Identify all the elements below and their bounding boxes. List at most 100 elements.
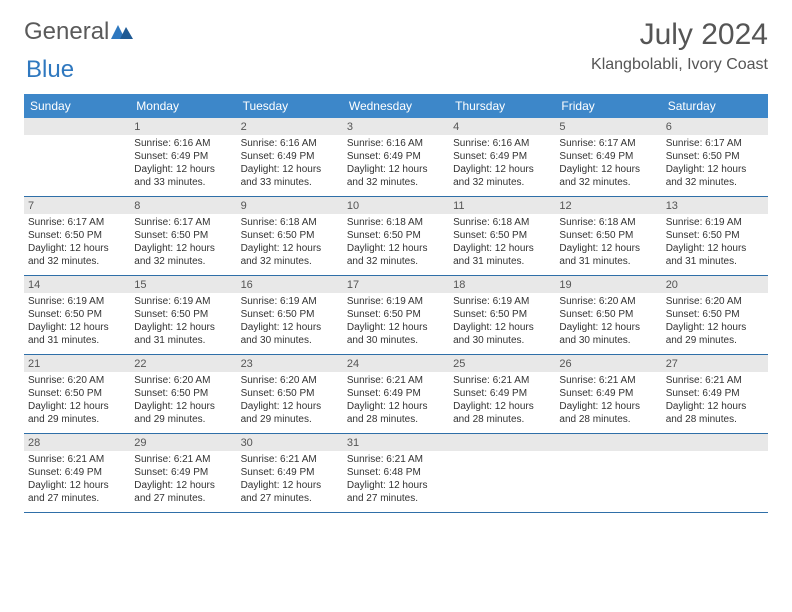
sunset-text: Sunset: 6:50 PM <box>666 150 764 163</box>
calendar-cell <box>449 434 555 512</box>
sunset-text: Sunset: 6:50 PM <box>453 308 551 321</box>
calendar-header-row: Sunday Monday Tuesday Wednesday Thursday… <box>24 94 768 118</box>
sunrise-text: Sunrise: 6:21 AM <box>453 374 551 387</box>
calendar-row: 28Sunrise: 6:21 AMSunset: 6:49 PMDayligh… <box>24 434 768 513</box>
day-number: 27 <box>662 355 768 372</box>
daylight-text: Daylight: 12 hours and 30 minutes. <box>241 321 339 347</box>
daylight-text: Daylight: 12 hours and 32 minutes. <box>241 242 339 268</box>
sunset-text: Sunset: 6:50 PM <box>241 308 339 321</box>
calendar-body: 1Sunrise: 6:16 AMSunset: 6:49 PMDaylight… <box>24 118 768 513</box>
day-number: 1 <box>130 118 236 135</box>
sunrise-text: Sunrise: 6:21 AM <box>347 374 445 387</box>
daylight-text: Daylight: 12 hours and 29 minutes. <box>134 400 232 426</box>
calendar-cell: 28Sunrise: 6:21 AMSunset: 6:49 PMDayligh… <box>24 434 130 512</box>
col-sunday: Sunday <box>24 94 130 118</box>
calendar-row: 7Sunrise: 6:17 AMSunset: 6:50 PMDaylight… <box>24 197 768 276</box>
calendar-cell: 2Sunrise: 6:16 AMSunset: 6:49 PMDaylight… <box>237 118 343 196</box>
calendar-cell: 30 Sunrise: 6:21 AMSunset: 6:49 PMDayligh… <box>237 434 343 512</box>
col-saturday: Saturday <box>662 94 768 118</box>
calendar-cell: 10Sunrise: 6:18 AMSunset: 6:50 PMDayligh… <box>343 197 449 275</box>
calendar-page: General July 2024 Klangbolabli, Ivory Co… <box>0 0 792 523</box>
daylight-text: Daylight: 12 hours and 30 minutes. <box>453 321 551 347</box>
calendar-cell: 27Sunrise: 6:21 AMSunset: 6:49 PMDayligh… <box>662 355 768 433</box>
sunset-text: Sunset: 6:50 PM <box>559 229 657 242</box>
day-number: 10 <box>343 197 449 214</box>
sunset-text: Sunset: 6:49 PM <box>241 466 339 479</box>
daylight-text: Daylight: 12 hours and 27 minutes. <box>28 479 126 505</box>
calendar-cell: 29Sunrise: 6:21 AMSunset: 6:49 PMDayligh… <box>130 434 236 512</box>
sunrise-text: Sunrise: 6:18 AM <box>453 216 551 229</box>
sunrise-text: Sunrise: 6:17 AM <box>666 137 764 150</box>
calendar-cell: 22Sunrise: 6:20 AMSunset: 6:50 PMDayligh… <box>130 355 236 433</box>
sunrise-text: Sunrise: 6:21 AM <box>28 453 126 466</box>
calendar-cell: 15Sunrise: 6:19 AMSunset: 6:50 PMDayligh… <box>130 276 236 354</box>
daylight-text: Daylight: 12 hours and 27 minutes. <box>347 479 445 505</box>
day-number: 21 <box>24 355 130 372</box>
sunrise-text: Sunrise: 6:16 AM <box>134 137 232 150</box>
day-number: 24 <box>343 355 449 372</box>
calendar-row: 1Sunrise: 6:16 AMSunset: 6:49 PMDaylight… <box>24 118 768 197</box>
calendar-cell <box>662 434 768 512</box>
sunset-text: Sunset: 6:50 PM <box>453 229 551 242</box>
day-number: 6 <box>662 118 768 135</box>
sunset-text: Sunset: 6:49 PM <box>453 387 551 400</box>
calendar-cell: 6 Sunrise: 6:17 AMSunset: 6:50 PMDaylight… <box>662 118 768 196</box>
brand-logo: General <box>24 18 133 46</box>
daylight-text: Daylight: 12 hours and 32 minutes. <box>453 163 551 189</box>
sunrise-text: Sunrise: 6:17 AM <box>559 137 657 150</box>
sunset-text: Sunset: 6:50 PM <box>666 308 764 321</box>
sunrise-text: Sunrise: 6:19 AM <box>666 216 764 229</box>
day-number: 11 <box>449 197 555 214</box>
calendar-cell: 24 Sunrise: 6:21 AMSunset: 6:49 PMDayligh… <box>343 355 449 433</box>
day-number: 17 <box>343 276 449 293</box>
day-number: 7 <box>24 197 130 214</box>
day-number: 12 <box>555 197 661 214</box>
calendar-cell <box>24 118 130 196</box>
sunrise-text: Sunrise: 6:18 AM <box>241 216 339 229</box>
daylight-text: Daylight: 12 hours and 32 minutes. <box>559 163 657 189</box>
daylight-text: Daylight: 12 hours and 33 minutes. <box>134 163 232 189</box>
calendar-cell: 25Sunrise: 6:21 AMSunset: 6:49 PMDayligh… <box>449 355 555 433</box>
sunset-text: Sunset: 6:49 PM <box>347 150 445 163</box>
sunset-text: Sunset: 6:49 PM <box>347 387 445 400</box>
calendar-cell: 14Sunrise: 6:19 AMSunset: 6:50 PMDayligh… <box>24 276 130 354</box>
day-number: 30 <box>237 434 343 451</box>
sunset-text: Sunset: 6:50 PM <box>134 308 232 321</box>
calendar-cell: 26Sunrise: 6:21 AMSunset: 6:49 PMDayligh… <box>555 355 661 433</box>
sunset-text: Sunset: 6:49 PM <box>241 150 339 163</box>
calendar-row: 14Sunrise: 6:19 AMSunset: 6:50 PMDayligh… <box>24 276 768 355</box>
sunrise-text: Sunrise: 6:21 AM <box>241 453 339 466</box>
sunrise-text: Sunrise: 6:16 AM <box>453 137 551 150</box>
col-thursday: Thursday <box>449 94 555 118</box>
calendar-row: 21Sunrise: 6:20 AMSunset: 6:50 PMDayligh… <box>24 355 768 434</box>
daylight-text: Daylight: 12 hours and 28 minutes. <box>347 400 445 426</box>
daylight-text: Daylight: 12 hours and 32 minutes. <box>347 163 445 189</box>
calendar-cell <box>555 434 661 512</box>
calendar-cell: 20Sunrise: 6:20 AMSunset: 6:50 PMDayligh… <box>662 276 768 354</box>
daylight-text: Daylight: 12 hours and 27 minutes. <box>241 479 339 505</box>
brand-part2: Blue <box>26 56 74 84</box>
sunrise-text: Sunrise: 6:19 AM <box>241 295 339 308</box>
sunrise-text: Sunrise: 6:16 AM <box>241 137 339 150</box>
col-friday: Friday <box>555 94 661 118</box>
calendar-cell: 17Sunrise: 6:19 AMSunset: 6:50 PMDayligh… <box>343 276 449 354</box>
day-number: 8 <box>130 197 236 214</box>
day-number <box>555 434 661 451</box>
calendar-cell: 21Sunrise: 6:20 AMSunset: 6:50 PMDayligh… <box>24 355 130 433</box>
day-number: 26 <box>555 355 661 372</box>
col-tuesday: Tuesday <box>237 94 343 118</box>
sunset-text: Sunset: 6:49 PM <box>666 387 764 400</box>
daylight-text: Daylight: 12 hours and 33 minutes. <box>241 163 339 189</box>
sunset-text: Sunset: 6:50 PM <box>666 229 764 242</box>
sunrise-text: Sunrise: 6:21 AM <box>347 453 445 466</box>
daylight-text: Daylight: 12 hours and 32 minutes. <box>666 163 764 189</box>
daylight-text: Daylight: 12 hours and 31 minutes. <box>28 321 126 347</box>
sunset-text: Sunset: 6:48 PM <box>347 466 445 479</box>
sunset-text: Sunset: 6:49 PM <box>453 150 551 163</box>
title-block: July 2024 Klangbolabli, Ivory Coast <box>591 18 768 74</box>
calendar-cell: 31Sunrise: 6:21 AMSunset: 6:48 PMDayligh… <box>343 434 449 512</box>
calendar-cell: 7Sunrise: 6:17 AMSunset: 6:50 PMDaylight… <box>24 197 130 275</box>
day-number: 14 <box>24 276 130 293</box>
sunrise-text: Sunrise: 6:19 AM <box>134 295 232 308</box>
sunset-text: Sunset: 6:49 PM <box>28 466 126 479</box>
